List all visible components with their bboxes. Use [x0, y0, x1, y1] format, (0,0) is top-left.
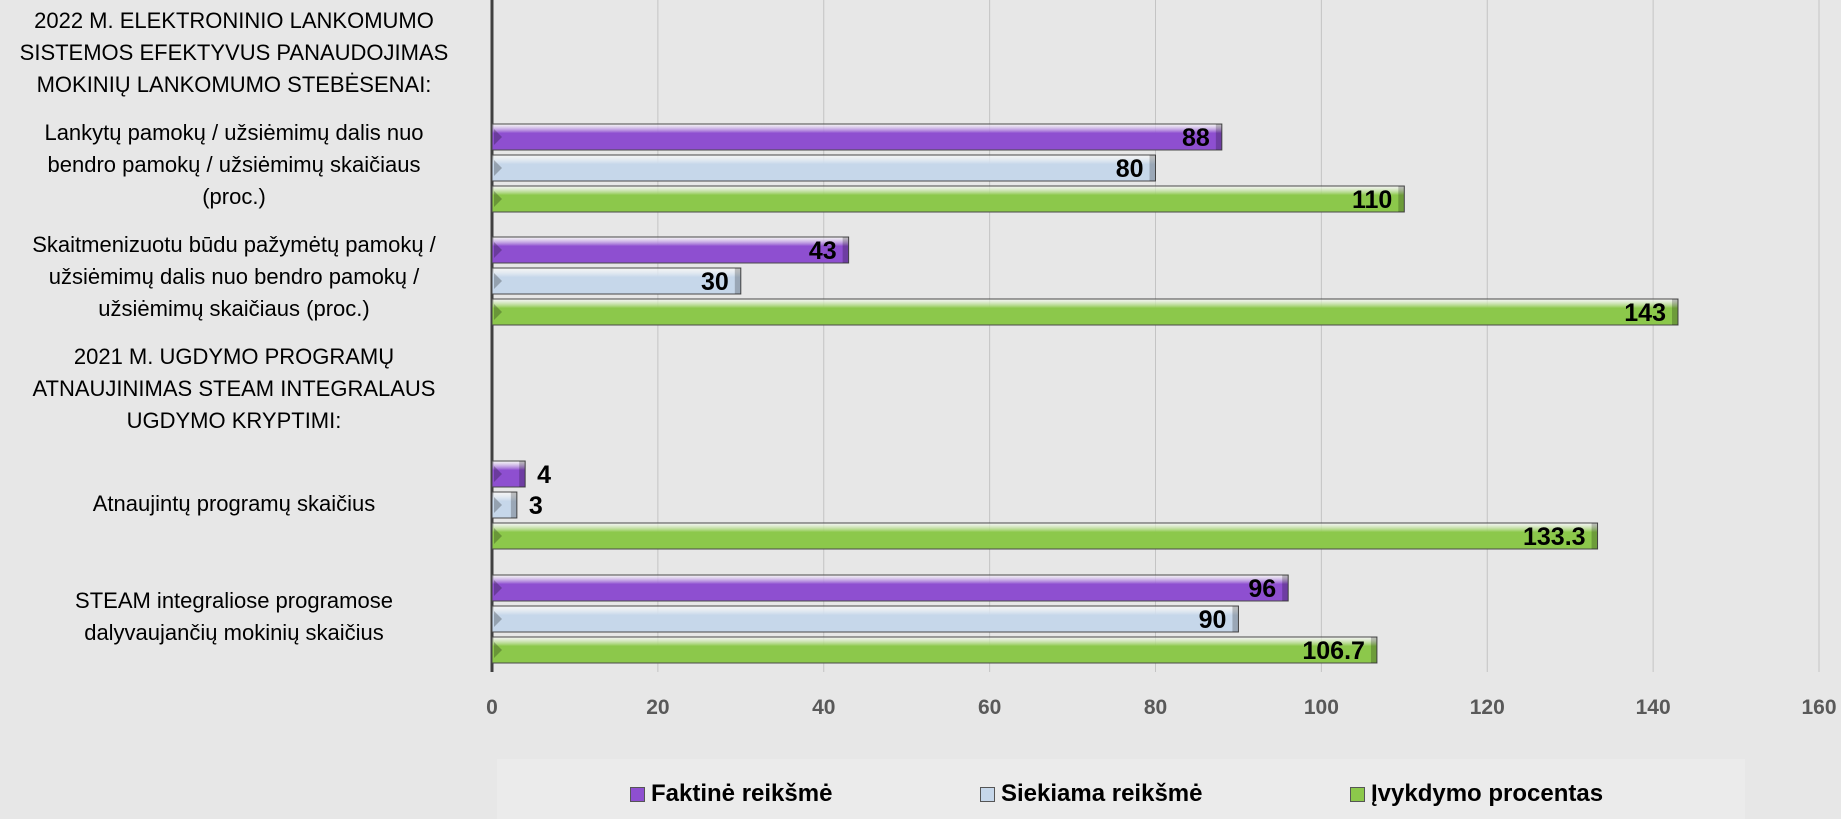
bar-group — [491, 123, 1223, 151]
data-label: 90 — [1199, 606, 1227, 634]
bar-group — [491, 491, 518, 519]
category-label: 2021 M. UGDYMO PROGRAMŲ ATNAUJINIMAS STE… — [32, 344, 436, 433]
legend-item: Siekiama reikšmė — [980, 780, 1202, 808]
bar-group — [491, 522, 1599, 550]
bar-group — [491, 605, 1239, 633]
bar-start-mark — [494, 129, 502, 145]
bar — [491, 636, 1378, 664]
legend-swatch — [1350, 786, 1365, 802]
data-label: 30 — [701, 268, 729, 296]
bar-start-mark — [494, 466, 502, 482]
bar-start-mark — [494, 642, 502, 658]
bar-start-mark — [494, 242, 502, 258]
bar-start-mark — [494, 497, 502, 513]
x-tick-label: 0 — [486, 696, 498, 719]
data-label: 43 — [809, 237, 837, 265]
x-tick-label: 80 — [1144, 696, 1167, 719]
category-label: Skaitmenizuotu būdu pažymėtų pamokų / už… — [32, 232, 436, 321]
bar-start-mark — [494, 191, 502, 207]
legend-label: Įvykdymo procentas — [1371, 780, 1604, 807]
category-label: 2022 M. ELEKTRONINIO LANKOMUMO SISTEMOS … — [19, 8, 449, 97]
data-label: 88 — [1182, 124, 1210, 152]
legend-item: Faktinė reikšmė — [630, 780, 832, 808]
bar-group — [491, 185, 1405, 213]
bar-end-cap — [1370, 637, 1377, 663]
bar — [491, 236, 850, 264]
bar-group — [491, 298, 1679, 326]
x-tick-label: 160 — [1801, 696, 1836, 719]
bar-end-cap — [734, 268, 741, 294]
legend-label: Faktinė reikšmė — [651, 780, 833, 807]
data-label: 110 — [1352, 186, 1392, 214]
bar-start-mark — [494, 580, 502, 596]
bar-group — [491, 154, 1156, 182]
bar-group — [491, 267, 742, 295]
x-tick-label: 100 — [1304, 696, 1339, 719]
bar-end-cap — [1215, 124, 1222, 150]
bar-end-cap — [519, 461, 526, 487]
legend-item: Įvykdymo procentas — [1350, 780, 1603, 808]
bar — [491, 267, 742, 295]
bar-start-mark — [494, 528, 502, 544]
bar — [491, 185, 1405, 213]
bar-group — [491, 460, 526, 488]
bar — [491, 522, 1599, 550]
bar — [491, 123, 1223, 151]
data-label: 133.3 — [1523, 523, 1586, 551]
bar-end-cap — [1282, 575, 1289, 601]
bar-group — [491, 236, 850, 264]
bar-start-mark — [494, 304, 502, 320]
legend — [497, 759, 1745, 819]
bar-end-cap — [1591, 523, 1598, 549]
bar — [491, 460, 526, 488]
bar — [491, 574, 1289, 602]
data-label: 4 — [537, 461, 551, 489]
bar — [491, 298, 1679, 326]
bar-end-cap — [1672, 299, 1679, 325]
x-tick-label: 140 — [1636, 696, 1671, 719]
data-label: 80 — [1116, 155, 1144, 183]
bar-start-mark — [494, 611, 502, 627]
category-label: Atnaujintų programų skaičius — [92, 491, 376, 516]
bar-group — [491, 636, 1378, 664]
bar — [491, 154, 1156, 182]
bar-end-cap — [1232, 606, 1239, 632]
bar-end-cap — [510, 492, 517, 518]
bar — [491, 605, 1239, 633]
bar-start-mark — [494, 160, 502, 176]
data-label: 3 — [529, 492, 543, 520]
bar — [491, 491, 518, 519]
bar-end-cap — [1149, 155, 1156, 181]
x-tick-label: 60 — [978, 696, 1001, 719]
legend-label: Siekiama reikšmė — [1001, 780, 1203, 807]
legend-swatch — [980, 786, 995, 802]
x-tick-label: 120 — [1470, 696, 1505, 719]
bar-start-mark — [494, 273, 502, 289]
x-tick-label: 20 — [646, 696, 669, 719]
data-label: 96 — [1248, 575, 1276, 603]
x-tick-label: 40 — [812, 696, 835, 719]
category-label: STEAM integraliose programose dalyvaujan… — [75, 588, 393, 645]
bar-group — [491, 574, 1289, 602]
legend-swatch — [630, 786, 645, 802]
data-label: 106.7 — [1302, 637, 1365, 665]
bar-end-cap — [842, 237, 849, 263]
category-label: Lankytų pamokų / užsiėmimų dalis nuo ben… — [44, 120, 424, 209]
data-label: 143 — [1624, 299, 1666, 327]
bar-end-cap — [1398, 186, 1405, 212]
